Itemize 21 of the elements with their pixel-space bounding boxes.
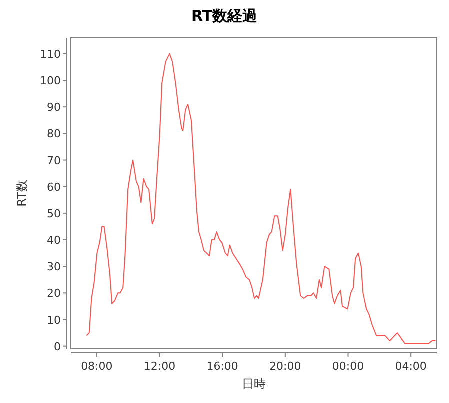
xtick: 20:00: [270, 360, 302, 373]
xtick: 00:00: [332, 360, 364, 373]
ytick: 60: [47, 180, 61, 194]
ytick: 10: [47, 314, 61, 327]
ytick: 80: [47, 128, 61, 141]
ytick: 70: [47, 154, 61, 168]
xtick: 16:00: [206, 360, 238, 373]
ytick: 50: [47, 207, 61, 220]
ytick: 30: [47, 260, 61, 274]
xtick: 04:00: [395, 360, 427, 373]
ytick: 110: [40, 48, 61, 61]
title: RT数経過: [191, 7, 258, 25]
xlabel: 日時: [242, 377, 266, 391]
ytick: 100: [40, 74, 61, 88]
ytick: 20: [47, 287, 61, 300]
ytick: 90: [47, 101, 61, 114]
ytick: 40: [47, 234, 61, 248]
xtick: 08:00: [81, 360, 113, 373]
ylabel: RT数: [15, 180, 29, 207]
ytick: 0: [54, 340, 61, 354]
xtick: 12:00: [144, 360, 176, 373]
